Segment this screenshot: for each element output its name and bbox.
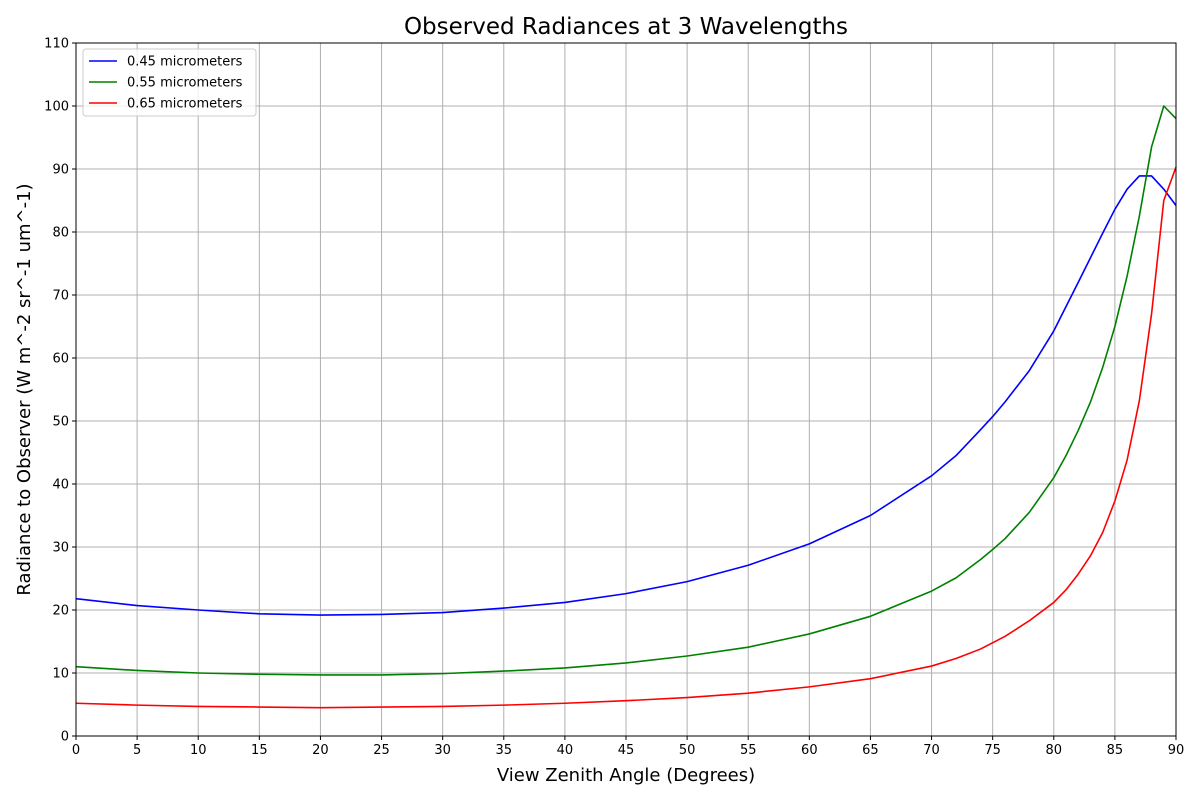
x-tick-label: 90 <box>1168 743 1185 758</box>
x-tick-label: 20 <box>312 743 329 758</box>
y-tick-label: 50 <box>52 415 69 430</box>
y-tick-label: 90 <box>52 163 69 178</box>
y-tick-label: 80 <box>52 226 69 241</box>
x-tick-label: 80 <box>1046 743 1063 758</box>
x-tick-label: 35 <box>496 743 513 758</box>
y-axis-title: Radiance to Observer (W m^-2 sr^-1 um^-1… <box>14 183 35 595</box>
series-line-3 <box>75 166 1177 709</box>
x-tick-label: 75 <box>984 743 1001 758</box>
chart-title: Observed Radiances at 3 Wavelengths <box>404 14 848 40</box>
x-tick-label: 25 <box>373 743 390 758</box>
y-tick-label: 70 <box>52 289 69 304</box>
y-tick-label: 110 <box>44 37 69 52</box>
legend-label-3: 0.65 micrometers <box>127 97 243 112</box>
x-tick-label: 65 <box>862 743 879 758</box>
series-lines <box>75 105 1177 709</box>
x-axis-title: View Zenith Angle (Degrees) <box>497 765 755 786</box>
legend: 0.45 micrometers 0.55 micrometers 0.65 mic… <box>82 48 257 117</box>
y-tick-label: 40 <box>52 478 69 493</box>
series-line-2 <box>75 105 1177 676</box>
x-tick-label: 85 <box>1107 743 1124 758</box>
x-tick-label: 55 <box>740 743 757 758</box>
x-tick-label: 15 <box>251 743 268 758</box>
y-tick-label: 10 <box>52 667 69 682</box>
y-tick-label: 30 <box>52 541 69 556</box>
legend-frame <box>82 48 257 117</box>
x-tick-label: 0 <box>72 743 80 758</box>
x-tick-label: 10 <box>190 743 207 758</box>
y-tick-label: 100 <box>44 100 69 115</box>
x-tick-label: 50 <box>679 743 696 758</box>
x-tick-label: 5 <box>133 743 141 758</box>
x-tick-label: 60 <box>801 743 818 758</box>
series-line-1 <box>75 175 1177 616</box>
y-tick-label: 20 <box>52 604 69 619</box>
y-tick-label: 60 <box>52 352 69 367</box>
legend-label-1: 0.45 micrometers <box>127 55 243 70</box>
legend-label-2: 0.55 micrometers <box>127 76 243 91</box>
x-tick-label: 40 <box>557 743 574 758</box>
x-tick-label: 70 <box>923 743 940 758</box>
x-tick-label: 45 <box>618 743 635 758</box>
axis-ticks: 0 5 10 15 20 25 30 35 40 45 50 55 60 65 70 75 80 85 90 0 10 2… <box>44 37 1184 759</box>
x-tick-label: 30 <box>434 743 451 758</box>
y-tick-label: 0 <box>61 730 69 745</box>
